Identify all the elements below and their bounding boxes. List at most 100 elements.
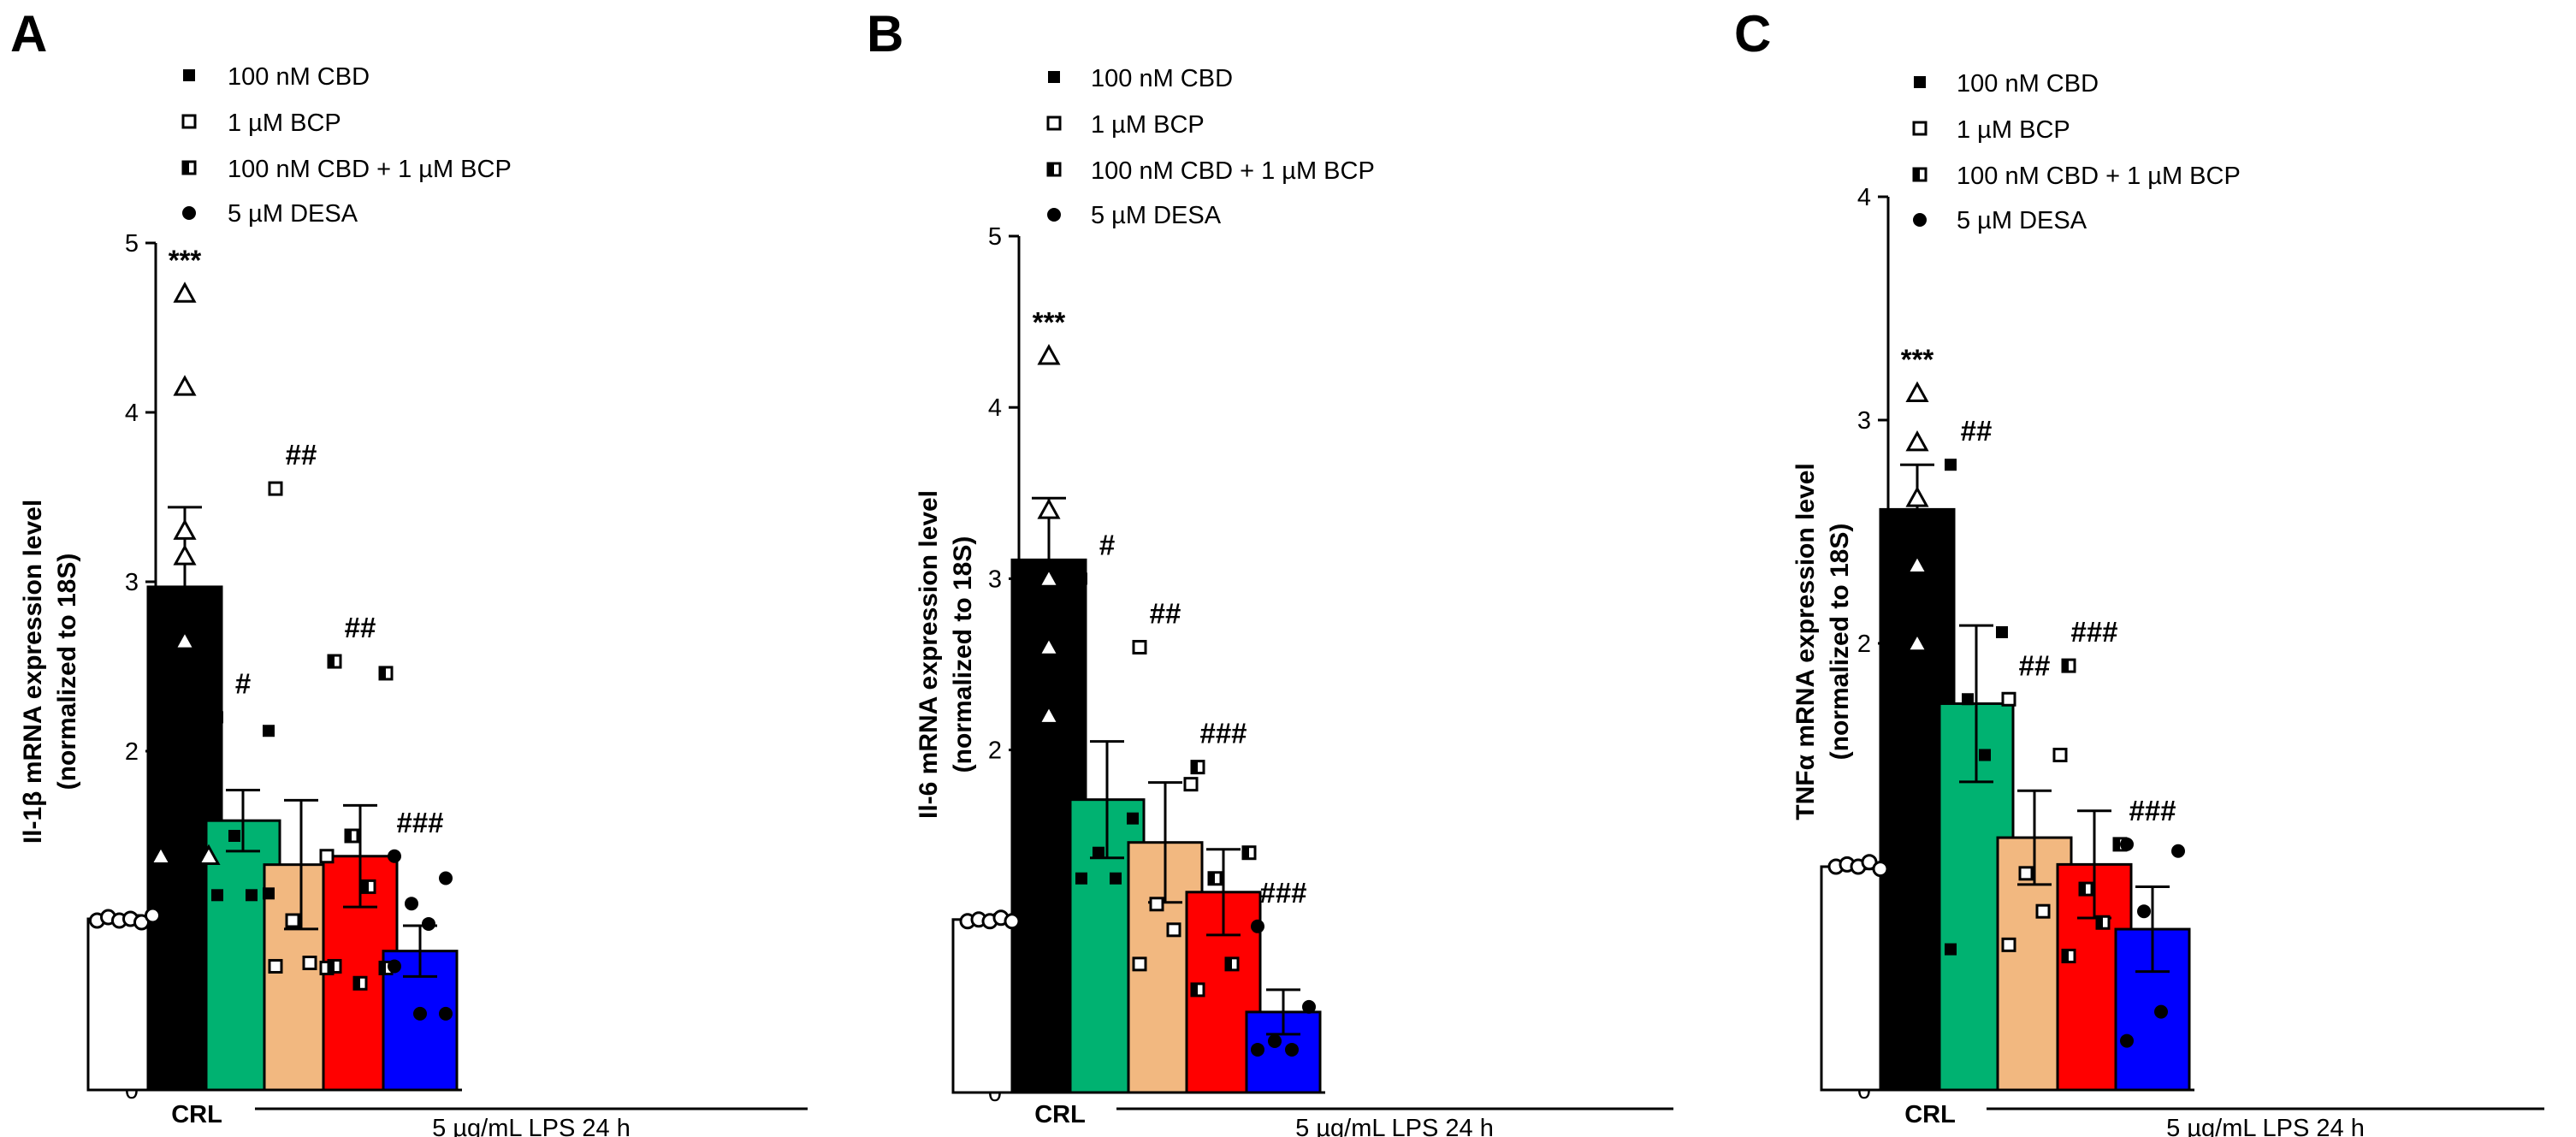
- significance-a-cbd-bcp: ##: [345, 612, 376, 643]
- points-b-crl: [959, 909, 1021, 930]
- data-point-a-cbd-bcp-6-fill: [380, 962, 386, 974]
- legend-a-combo-square-half-fill: [183, 162, 189, 174]
- data-point-a-desa-1: [388, 849, 401, 863]
- data-point-a-bcp-4: [302, 956, 317, 970]
- data-point-b-crl-5: [1004, 913, 1021, 930]
- data-point-a-cbd-bcp-5-fill: [329, 960, 335, 973]
- y-tick-label-a-2: 2: [125, 738, 139, 766]
- data-point-c-desa-2: [2171, 844, 2185, 858]
- data-point-b-lps-3: [1037, 566, 1061, 588]
- data-point-a-cbd-bcp-3-fill: [346, 830, 352, 842]
- data-point-a-desa-7: [413, 1006, 427, 1021]
- legend-c-desa-circle-filled-icon: [1913, 213, 1927, 227]
- y-tick-label-b-2: 2: [988, 737, 1002, 765]
- group-label-b: 5 µg/mL LPS 24 h: [1295, 1115, 1494, 1137]
- data-point-b-cbd-bcp-3-fill: [1209, 872, 1215, 885]
- panel-c: C 100 nM CBD 1 µM BCP 100 nM CBD + 1 µM …: [1734, 5, 2544, 1137]
- data-point-a-lps-1: [173, 281, 197, 303]
- data-point-c-cbd-bcp-4-fill: [2097, 916, 2103, 929]
- data-point-c-cbd-bcp-3: [2078, 881, 2093, 897]
- legend-a-item-desa: 5 µM DESA: [228, 200, 358, 228]
- error-bar-c-desa: [2135, 885, 2170, 974]
- y-tick-label-b-5: 5: [988, 223, 1002, 251]
- points-b-cbd-bcp: [1190, 760, 1257, 998]
- data-point-b-bcp-1: [1132, 639, 1147, 654]
- significance-c-cbd: ##: [1961, 415, 1993, 447]
- error-bar-a-cbd: [226, 789, 260, 853]
- data-point-b-cbd-bcp-1-fill: [1192, 761, 1198, 773]
- data-point-a-desa-6: [439, 1006, 453, 1021]
- significance-c-lps: ***: [1901, 344, 1934, 376]
- data-point-b-cbd-bcp-5: [1190, 982, 1205, 998]
- data-point-c-cbd-bcp-1-fill: [2063, 660, 2069, 672]
- legend-c-item-bcp: 1 µM BCP: [1957, 116, 2070, 144]
- significance-a-bcp: ##: [286, 439, 317, 471]
- data-point-b-lps-1: [1037, 344, 1061, 365]
- points-b-bcp: [1132, 639, 1199, 972]
- data-point-b-cbd-1: [1075, 572, 1087, 585]
- data-point-b-cbd-bcp-3: [1207, 871, 1223, 886]
- y-tick-label-b-4: 4: [988, 394, 1002, 422]
- points-c-cbd: [1945, 459, 2008, 956]
- legend-c-item-desa: 5 µM DESA: [1957, 207, 2087, 234]
- data-point-a-desa-2: [439, 871, 453, 885]
- data-point-a-desa-5: [388, 959, 401, 974]
- data-point-b-desa-1: [1251, 919, 1264, 933]
- data-point-c-cbd-2: [1996, 625, 2008, 638]
- data-point-b-bcp-4: [1166, 922, 1181, 938]
- data-point-b-cbd-4: [1110, 872, 1122, 885]
- data-point-b-cbd-bcp-2: [1241, 845, 1257, 861]
- data-point-a-cbd-bcp-1-fill: [329, 655, 335, 668]
- data-point-a-cbd-6: [263, 887, 275, 900]
- data-point-c-cbd-bcp-3-fill: [2080, 883, 2086, 896]
- legend-a: 100 nM CBD 1 µM BCP 100 nM CBD + 1 µM BC…: [181, 63, 512, 228]
- error-bar-b-cbd-bcp: [1206, 848, 1241, 937]
- data-point-b-cbd-2: [1127, 812, 1139, 825]
- data-point-a-cbd-bcp-2: [378, 666, 394, 681]
- data-point-c-bcp-4: [2035, 903, 2051, 919]
- data-point-b-bcp-5: [1132, 956, 1147, 972]
- data-point-b-bcp-3: [1149, 897, 1164, 912]
- significance-b-bcp: ##: [1150, 597, 1181, 629]
- data-point-c-bcp-5: [2001, 937, 2016, 952]
- points-a-crl: [89, 907, 161, 931]
- data-point-a-lps-5: [173, 629, 197, 650]
- x-label-b-crl: CRL: [1034, 1101, 1086, 1128]
- data-point-a-cbd-bcp-2-fill: [380, 666, 386, 679]
- data-point-a-cbd-5: [211, 889, 223, 902]
- legend-c-bcp-square-open-icon: [1912, 121, 1928, 136]
- y-tick-label-a-3: 3: [125, 569, 139, 596]
- data-point-a-cbd-1: [211, 711, 223, 724]
- legend-b-item-desa: 5 µM DESA: [1091, 202, 1222, 229]
- error-bar-c-bcp: [2017, 789, 2052, 886]
- data-point-c-lps-5: [1905, 631, 1929, 653]
- points-a-lps: [149, 281, 221, 866]
- data-point-b-desa-5: [1251, 1042, 1264, 1057]
- data-point-a-desa-4: [422, 916, 435, 931]
- panel-letter-a: A: [10, 5, 47, 62]
- y-tick-label-c-2: 2: [1857, 631, 1871, 658]
- panel-b: B 100 nM CBD 1 µM BCP 100 nM CBD + 1 µM …: [867, 5, 1673, 1137]
- data-point-b-cbd-3: [1093, 846, 1104, 859]
- data-point-a-cbd-4: [246, 889, 258, 902]
- points-b-desa: [1251, 919, 1316, 1057]
- data-point-b-cbd-bcp-5-fill: [1192, 983, 1198, 996]
- group-label-c: 5 µg/mL LPS 24 h: [2166, 1115, 2365, 1137]
- data-point-c-cbd-bcp-4: [2095, 915, 2111, 930]
- data-point-a-bcp-1: [268, 481, 283, 496]
- data-point-c-cbd-3: [1962, 693, 1974, 706]
- data-point-b-lps-2: [1037, 498, 1061, 519]
- y-tick-label-c-4: 4: [1857, 184, 1871, 211]
- data-point-c-cbd-bcp-5-fill: [2063, 950, 2069, 962]
- points-a-desa: [388, 849, 453, 1021]
- data-point-c-desa-5: [2120, 1033, 2134, 1048]
- legend-c-combo-square-half-fill: [1914, 169, 1920, 181]
- significance-a-cbd: #: [235, 667, 251, 699]
- legend-a-desa-circle-filled-icon: [182, 206, 196, 220]
- data-point-c-cbd-bcp-5: [2061, 948, 2076, 963]
- data-point-c-cbd-bcp-2-fill: [2114, 838, 2120, 850]
- legend-b: 100 nM CBD 1 µM BCP 100 nM CBD + 1 µM BC…: [1046, 65, 1375, 229]
- y-axis-label-c-line2: (normalized to 18S): [1826, 524, 1854, 761]
- points-c-desa: [2120, 837, 2185, 1048]
